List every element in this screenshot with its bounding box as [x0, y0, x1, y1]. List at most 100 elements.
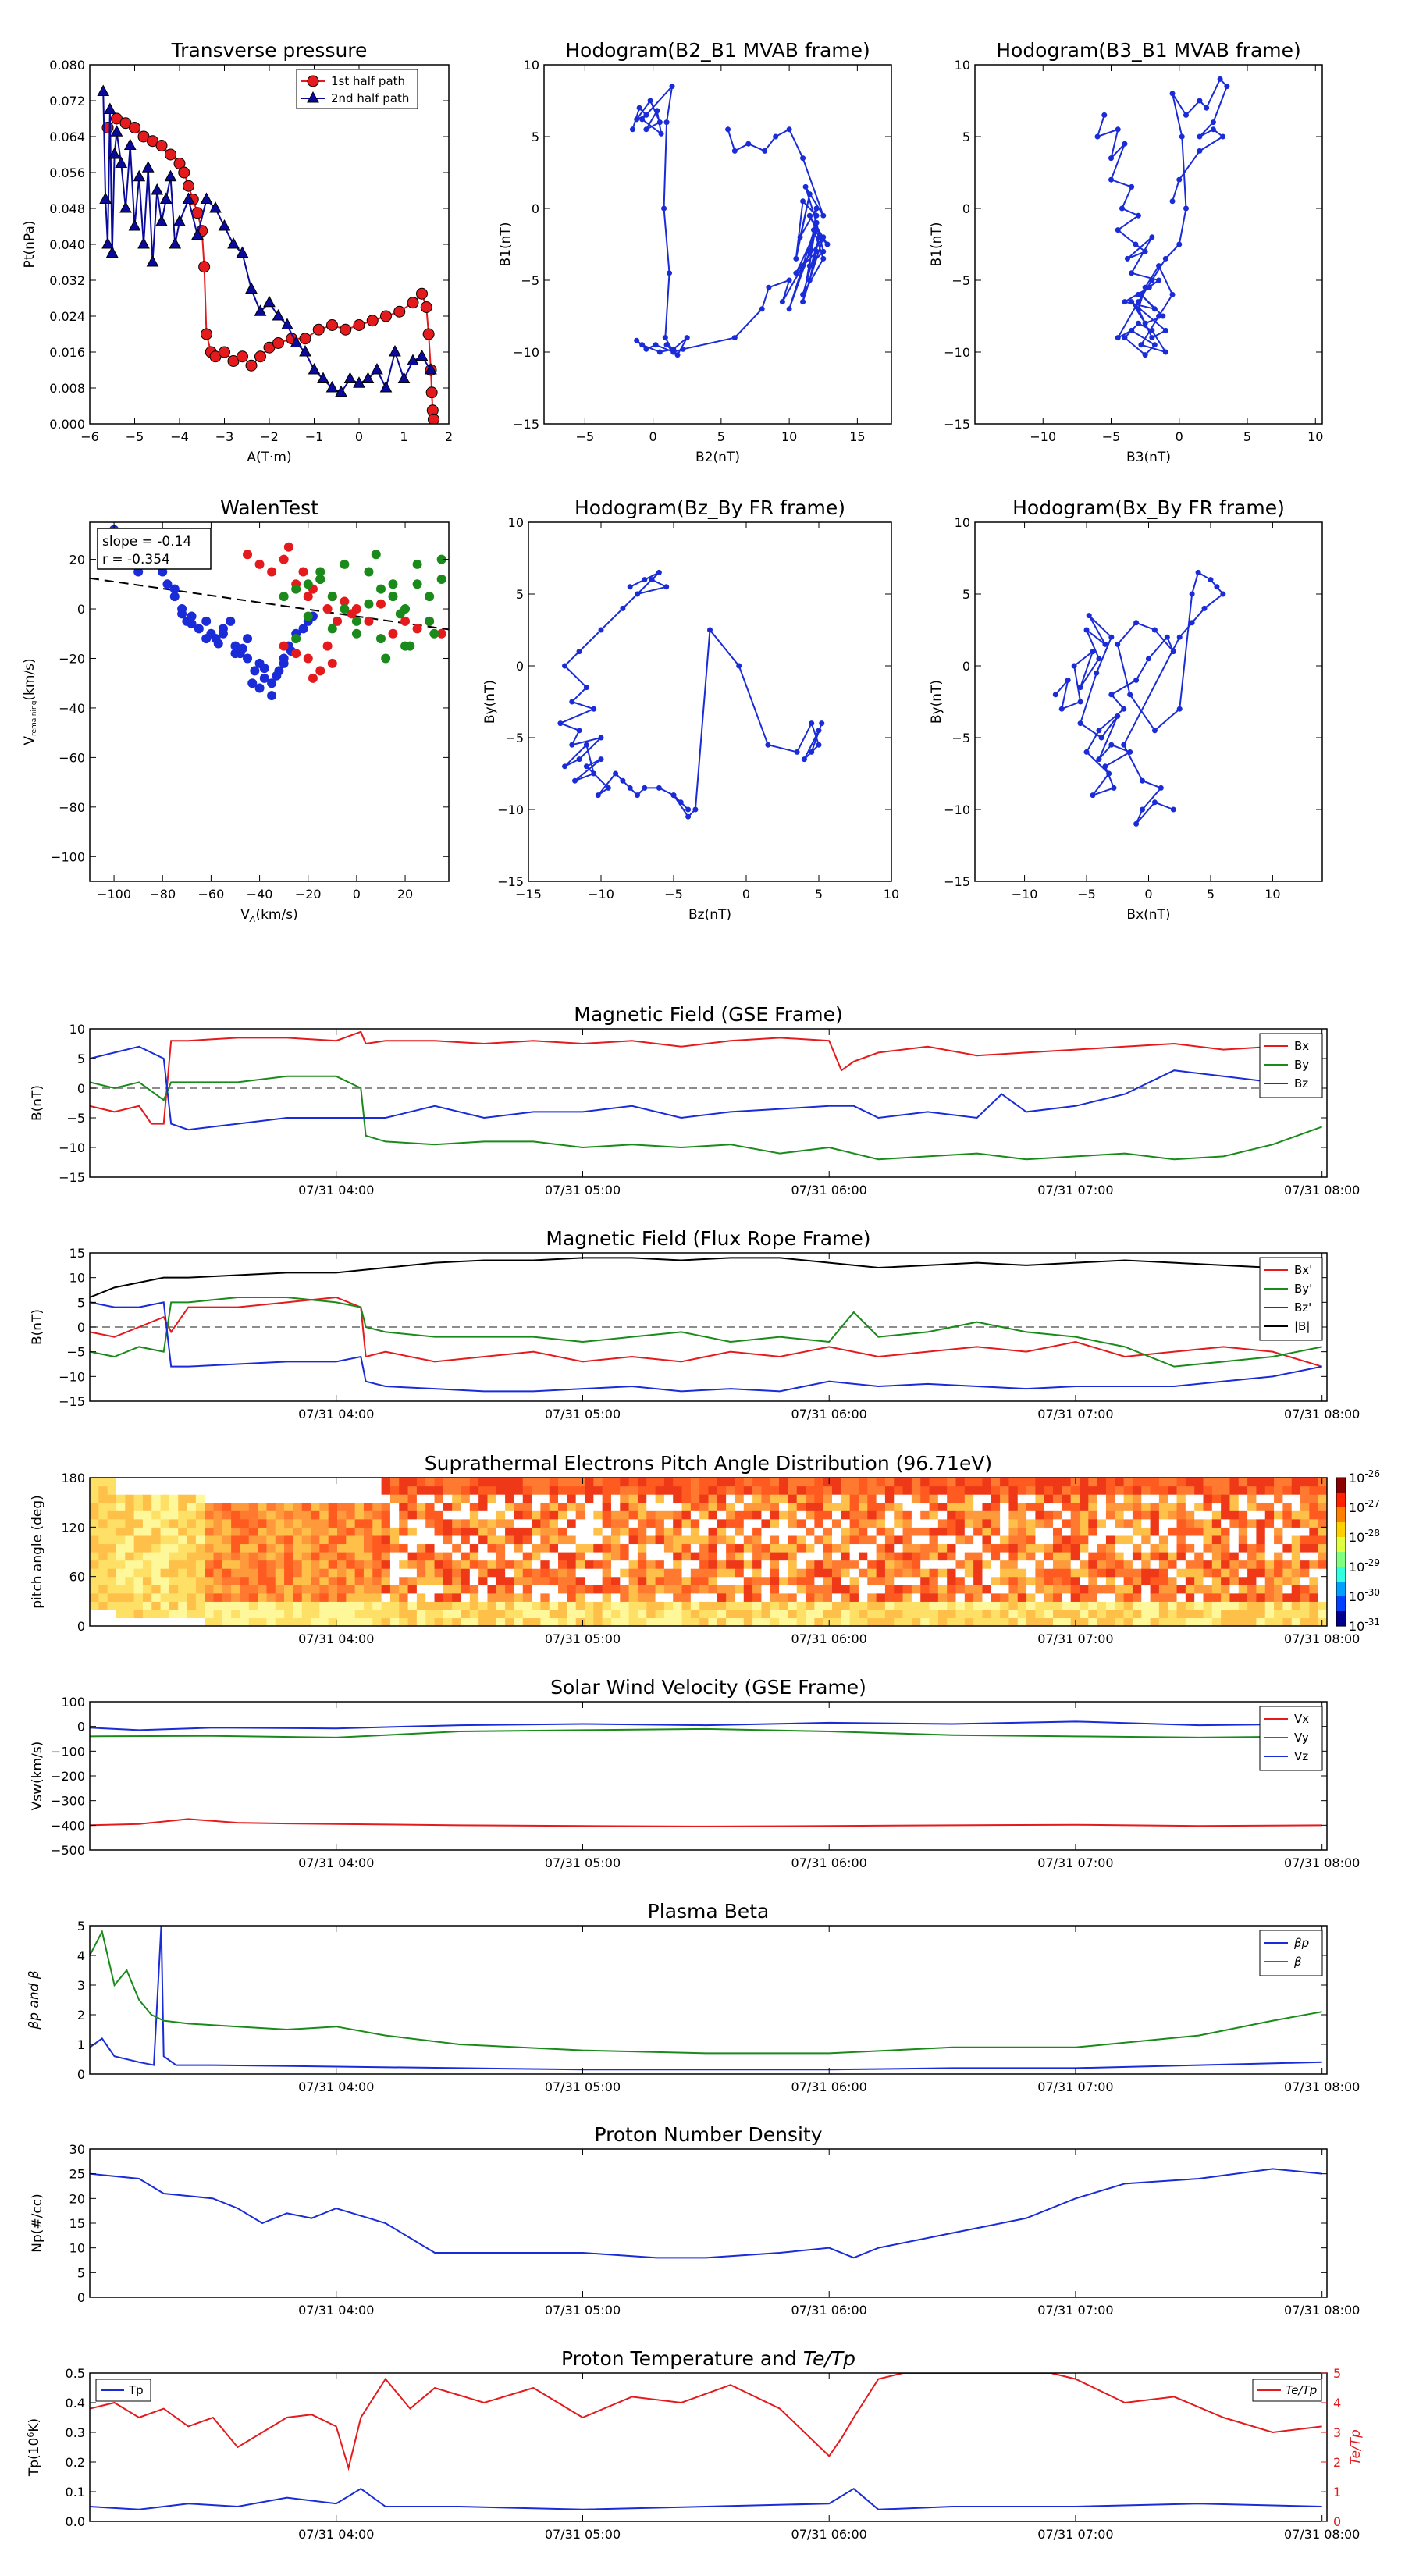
data-point	[326, 319, 338, 331]
heatmap-cell	[1194, 1576, 1204, 1585]
data-point	[1197, 98, 1203, 104]
data-point	[1149, 234, 1155, 240]
heatmap-cell	[187, 1527, 197, 1536]
heatmap-cell	[1088, 1576, 1098, 1585]
heatmap-cell	[982, 1478, 992, 1487]
colorbar-tick-label: 10-27	[1349, 1498, 1380, 1515]
heatmap-cell	[275, 1617, 285, 1626]
heatmap-cell	[133, 1478, 144, 1487]
heatmap-cell	[1008, 1609, 1019, 1619]
heatmap-cell	[1309, 1478, 1319, 1487]
y-tick-label: 0.0	[66, 2514, 85, 2529]
series-line-0	[90, 1296, 1322, 1368]
heatmap-cell	[169, 1527, 179, 1536]
heatmap-cell	[1062, 1560, 1072, 1569]
heatmap-cell	[240, 1543, 250, 1553]
heatmap-cell	[1211, 1592, 1222, 1602]
heatmap-cell	[673, 1617, 683, 1626]
heatmap-cell	[125, 1576, 135, 1585]
heatmap-cell	[858, 1518, 868, 1528]
data-point	[259, 664, 269, 674]
heatmap-cell	[372, 1601, 382, 1610]
heatmap-cell	[125, 1485, 135, 1495]
heatmap-cell	[319, 1518, 329, 1528]
heatmap-cell	[1291, 1576, 1301, 1585]
heatmap-cell	[1017, 1601, 1027, 1610]
heatmap-cell	[1274, 1502, 1283, 1511]
heatmap-cell	[610, 1494, 621, 1503]
heatmap-cell	[311, 1535, 320, 1545]
heatmap-cell	[1000, 1601, 1010, 1610]
heatmap-cell	[806, 1560, 815, 1569]
heatmap-cell	[699, 1527, 710, 1536]
heatmap-cell	[823, 1510, 833, 1520]
heatmap-cell	[806, 1617, 815, 1626]
heatmap-cell	[1238, 1601, 1248, 1610]
data-point	[1108, 692, 1115, 698]
heatmap-cell	[311, 1478, 320, 1487]
heatmap-cell	[911, 1510, 921, 1520]
heatmap-cell	[1105, 1609, 1115, 1619]
x-axis-label: Bz(nT)	[688, 907, 731, 923]
heatmap-cell	[858, 1535, 868, 1545]
heatmap-cell	[575, 1510, 585, 1520]
heatmap-cell	[90, 1485, 99, 1495]
x-tick-label: −20	[295, 887, 322, 902]
heatmap-cell	[884, 1601, 895, 1610]
heatmap-cell	[902, 1560, 912, 1569]
heatmap-cell	[1309, 1535, 1319, 1545]
x-tick-label: 1	[400, 429, 407, 444]
heatmap-cell	[549, 1592, 559, 1602]
data-point	[436, 628, 446, 639]
heatmap-cell	[788, 1502, 798, 1511]
heatmap-cell	[858, 1609, 868, 1619]
data-point	[779, 299, 785, 305]
heatmap-cell	[832, 1552, 841, 1561]
heatmap-cell	[1053, 1617, 1062, 1626]
legend-label: β	[1293, 1955, 1302, 1969]
data-point	[813, 227, 820, 233]
heatmap-cell	[107, 1617, 117, 1626]
heatmap-cell	[655, 1568, 665, 1578]
data-point	[576, 756, 582, 763]
heatmap-cell	[735, 1609, 745, 1619]
heatmap-cell	[911, 1478, 921, 1487]
heatmap-cell	[1150, 1601, 1160, 1610]
heatmap-cell	[425, 1592, 436, 1602]
heatmap-cell	[1150, 1518, 1160, 1528]
heatmap-cell	[1221, 1485, 1231, 1495]
heatmap-cell	[178, 1510, 188, 1520]
heatmap-cell	[575, 1592, 585, 1602]
heatmap-cell	[1318, 1502, 1327, 1511]
heatmap-cell	[205, 1510, 215, 1520]
heatmap-cell	[796, 1510, 806, 1520]
heatmap-cell	[107, 1494, 117, 1503]
heatmap-cell	[1256, 1527, 1266, 1536]
heatmap-cell	[1194, 1527, 1204, 1536]
heatmap-cell	[169, 1592, 179, 1602]
heatmap-cell	[354, 1568, 365, 1578]
y-tick-label: 0	[77, 1081, 85, 1096]
heatmap-cell	[337, 1617, 347, 1626]
heatmap-cell	[991, 1535, 1001, 1545]
data-point	[583, 763, 589, 770]
heatmap-cell	[602, 1478, 612, 1487]
heatmap-cell	[1097, 1560, 1107, 1569]
data-point	[243, 653, 253, 664]
heatmap-cell	[884, 1518, 895, 1528]
heatmap-cell	[1300, 1478, 1310, 1487]
heatmap-cell	[770, 1478, 780, 1487]
heatmap-cell	[231, 1552, 241, 1561]
y-tick-label: 10	[69, 2241, 85, 2256]
heatmap-cell	[425, 1576, 436, 1585]
data-point	[263, 295, 276, 308]
data-point	[1210, 119, 1216, 126]
heatmap-cell	[1168, 1609, 1178, 1619]
heatmap-cell	[1158, 1510, 1168, 1520]
heatmap-cell	[195, 1543, 205, 1553]
heatmap-cell	[346, 1585, 356, 1594]
heatmap-cell	[443, 1560, 453, 1569]
heatmap-cell	[187, 1560, 197, 1569]
heatmap-cell	[991, 1585, 1001, 1594]
x-tick-label: −5	[664, 887, 683, 902]
